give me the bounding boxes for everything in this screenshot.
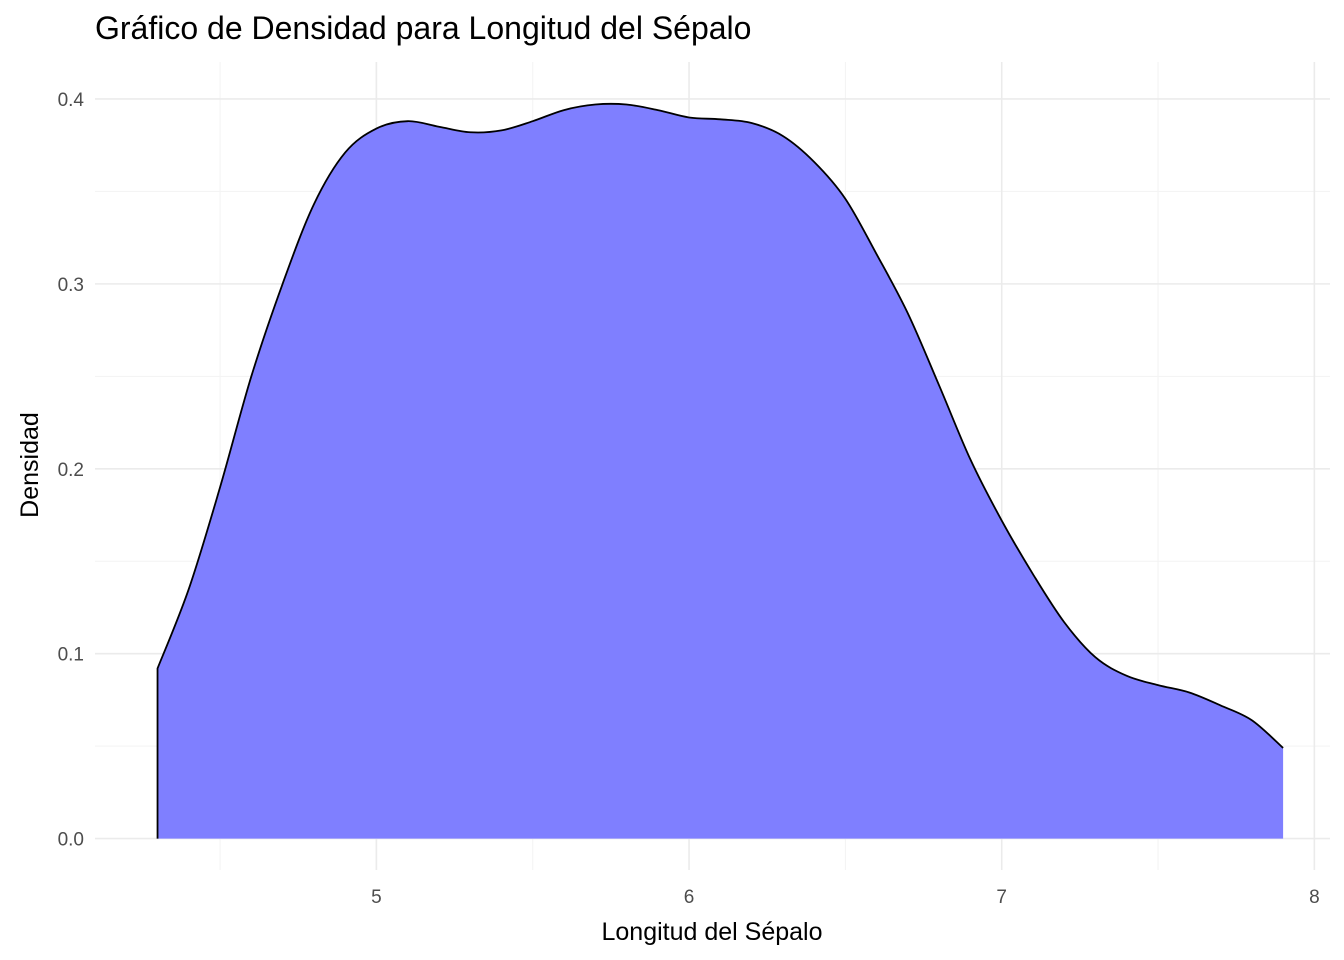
y-tick-label: 0.4 [58,90,85,111]
x-tick-label: 5 [371,887,382,908]
x-tick-label: 6 [684,887,695,908]
density-line [156,102,1284,839]
y-tick-label: 0.2 [58,460,84,481]
y-axis-tick-labels: 0.0 0.1 0.2 0.3 0.4 [58,90,85,851]
y-tick-label: 0.0 [58,830,84,851]
density-series [156,102,1284,839]
x-axis-title: Longitud del Sépalo [601,918,822,946]
density-area [157,103,1284,839]
x-tick-label: 7 [996,887,1007,908]
x-axis-tick-labels: 5 6 7 8 [371,887,1320,908]
y-axis-title: Densidad [16,412,44,518]
y-tick-label: 0.1 [58,645,84,666]
y-tick-label: 0.3 [58,275,84,296]
chart-title: Gráfico de Densidad para Longitud del Sé… [95,10,752,46]
x-tick-label: 8 [1309,887,1320,908]
